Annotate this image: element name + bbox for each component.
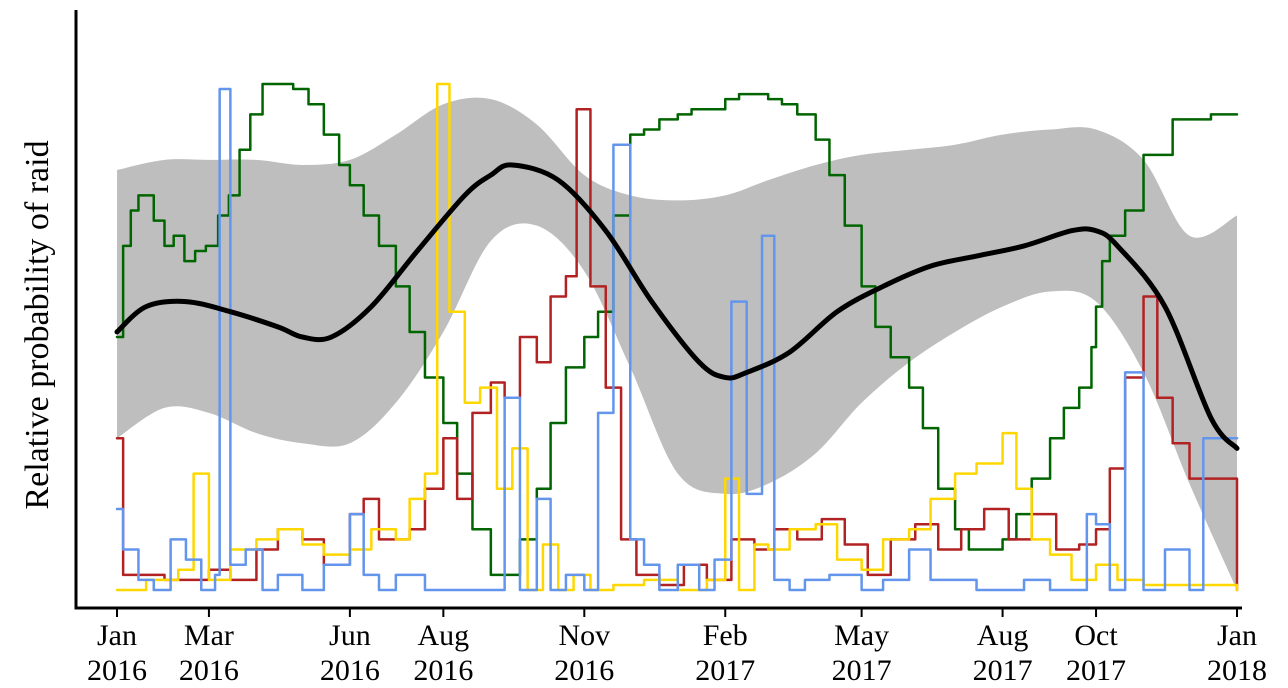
x-tick-label-month: May	[834, 619, 889, 652]
axes: Jan2016Mar2016Jun2016Aug2016Nov2016Feb20…	[74, 10, 1267, 687]
y-axis-label: Relative probability of raid	[19, 140, 56, 509]
x-tick-label-year: 2016	[179, 654, 239, 687]
confidence-band	[117, 97, 1237, 591]
plot-area	[114, 82, 1240, 592]
x-tick-label-year: 2018	[1207, 654, 1267, 687]
x-tick-label-year: 2017	[973, 654, 1033, 687]
x-tick-label-month: Nov	[558, 619, 610, 652]
series-line-0	[114, 162, 1240, 451]
series-line-1	[115, 82, 1239, 577]
x-tick-label-month: Jan	[1217, 619, 1257, 652]
x-tick-label-month: Mar	[184, 619, 234, 652]
x-tick-label-month: Jan	[97, 619, 137, 652]
series-line-3	[115, 82, 1239, 592]
x-tick-label-year: 2017	[832, 654, 892, 687]
x-tick-label-year: 2017	[695, 654, 755, 687]
series-line-4	[115, 87, 1239, 592]
x-tick-label-year: 2016	[554, 654, 614, 687]
x-tick-label-year: 2016	[320, 654, 380, 687]
x-tick-label-year: 2017	[1066, 654, 1126, 687]
x-tick-label-month: Oct	[1074, 619, 1118, 652]
x-tick-label-month: Jun	[329, 619, 371, 652]
x-tick-label-month: Feb	[703, 619, 748, 652]
x-tick-label-month: Aug	[418, 619, 470, 652]
x-tick-label-year: 2016	[413, 654, 473, 687]
x-tick-label-year: 2016	[87, 654, 147, 687]
x-tick-label-month: Aug	[977, 619, 1029, 652]
